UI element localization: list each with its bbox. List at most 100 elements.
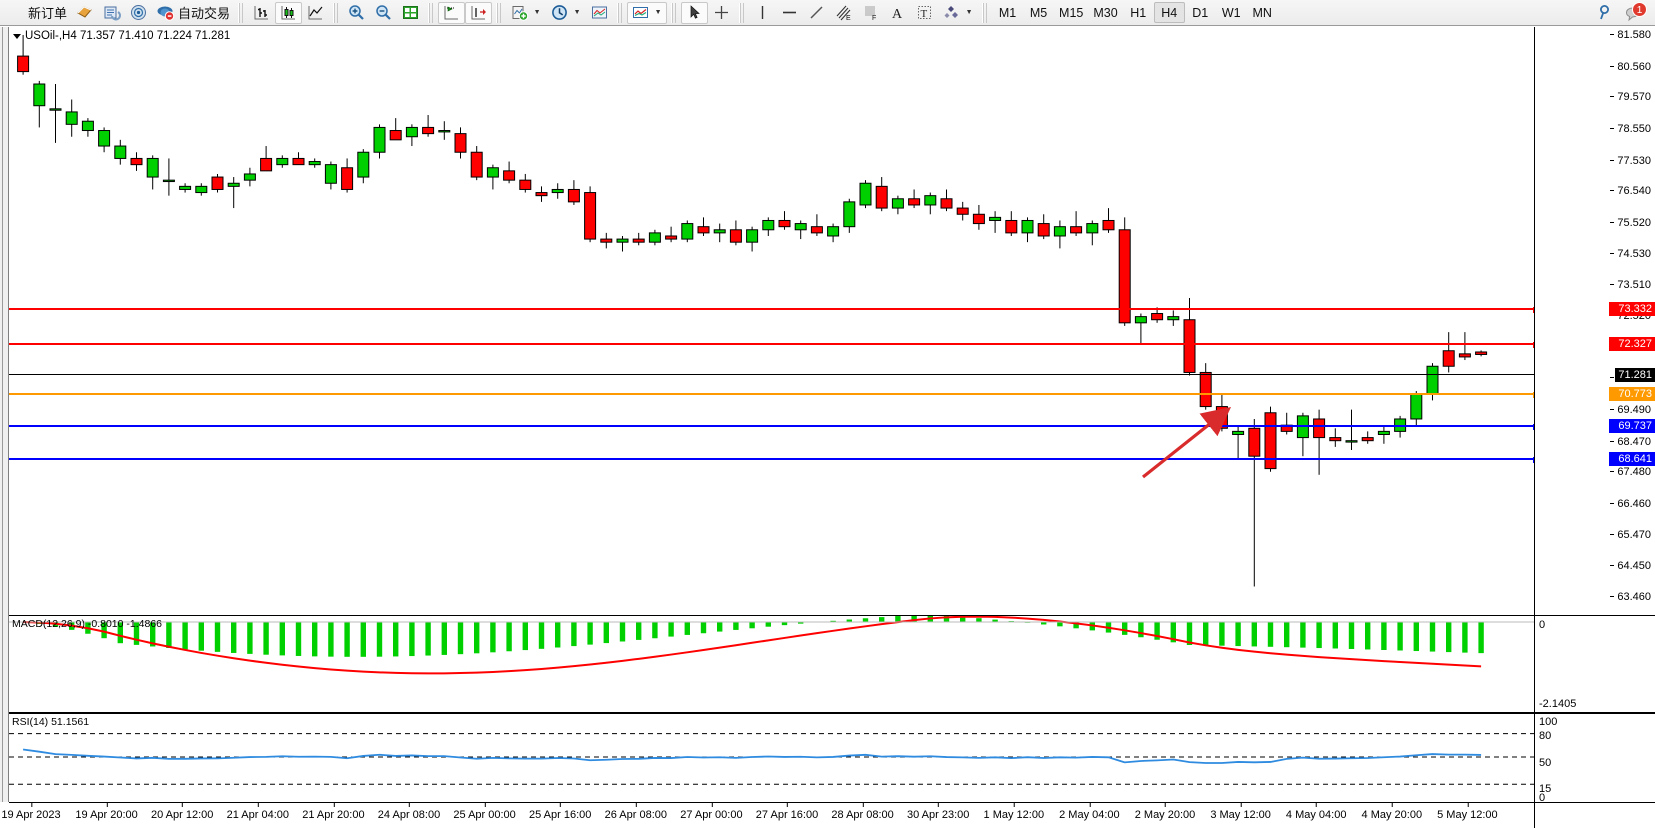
text-button[interactable]: A xyxy=(884,2,911,24)
timeframe-h4[interactable]: H4 xyxy=(1153,2,1185,23)
expert-advisors-button[interactable] xyxy=(71,2,98,24)
timeframe-m1[interactable]: M1 xyxy=(998,5,1017,20)
auto-scroll-button[interactable] xyxy=(465,1,493,24)
zoom-in-icon xyxy=(347,3,366,22)
time-axis[interactable]: 19 Apr 2023 19 Apr 20:00 20 Apr 12:00 21 Ap… xyxy=(1,802,1534,828)
line-chart-button[interactable] xyxy=(302,2,329,24)
price-tick: 81.580 xyxy=(1610,29,1651,41)
chevron-down-icon[interactable]: ▼ xyxy=(965,9,973,16)
chart-menu-icon[interactable] xyxy=(13,33,21,39)
equidistant-channel-icon: E xyxy=(834,3,853,22)
rsi-label: RSI(14) 51.1561 xyxy=(12,716,90,728)
time-tick: 4 May 04:00 xyxy=(1285,802,1347,821)
text-icon: A xyxy=(888,3,907,22)
trend-arrow-annotation[interactable] xyxy=(1129,405,1239,485)
timeframe-w1[interactable]: W1 xyxy=(1221,5,1241,20)
candlestick-series xyxy=(17,35,1488,587)
price-tick: 74.530 xyxy=(1610,247,1651,260)
price-line-resistance-1[interactable] xyxy=(9,342,1534,348)
macd-tick-min: -2.1405 xyxy=(1539,698,1577,710)
candlestick-chart-button[interactable] xyxy=(275,1,303,24)
chevron-down-icon[interactable]: ▼ xyxy=(573,9,581,16)
timeframe-m30[interactable]: M30 xyxy=(1093,5,1118,20)
data-window-icon xyxy=(102,3,121,22)
tile-windows-button[interactable] xyxy=(397,2,424,24)
timeframe-h1[interactable]: H1 xyxy=(1130,5,1147,20)
time-tick: 3 May 12:00 xyxy=(1210,802,1271,821)
chart-gutter xyxy=(0,27,9,802)
search-button[interactable] xyxy=(1593,2,1620,24)
macd-series xyxy=(9,616,1534,675)
price-line-resistance-2[interactable] xyxy=(9,307,1534,313)
shapes-button[interactable]: ▼ xyxy=(938,2,978,24)
timeframe-m15[interactable]: M15 xyxy=(1059,5,1084,20)
periods-icon xyxy=(550,3,569,22)
bar-chart-icon xyxy=(252,3,271,22)
line-anchor[interactable] xyxy=(1533,342,1534,348)
periods-button[interactable]: ▼ xyxy=(546,2,586,24)
cursor-button[interactable] xyxy=(681,1,709,24)
svg-text:F: F xyxy=(872,15,876,22)
auto-trading-button[interactable]: 自动交易 xyxy=(152,2,234,24)
zoom-out-icon xyxy=(374,3,393,22)
toolbar-separator xyxy=(428,2,435,23)
chart-window[interactable]: USOil-,H4 71.357 71.410 71.224 71.281 xyxy=(0,26,1655,828)
price-line-entry[interactable] xyxy=(9,392,1534,398)
price-line-support-2[interactable] xyxy=(9,457,1534,463)
timeframe-mn[interactable]: MN xyxy=(1252,5,1272,20)
toolbar-separator xyxy=(982,2,989,23)
rsi-tick-50: 50 xyxy=(1539,757,1552,769)
svg-text:E: E xyxy=(846,15,851,22)
price-tick: 80.560 xyxy=(1610,60,1651,73)
price-tick: 75.520 xyxy=(1610,216,1651,229)
toolbar-separator xyxy=(496,2,503,23)
chart-shift-button[interactable] xyxy=(438,1,466,24)
signals-button[interactable] xyxy=(125,2,152,24)
trendline-icon xyxy=(807,3,826,22)
time-tick: 19 Apr 20:00 xyxy=(75,802,138,821)
templates-dropdown-button[interactable]: ▼ xyxy=(627,1,668,24)
macd-axis: 0 -2.1405 xyxy=(1534,615,1655,713)
timeframe-d1[interactable]: D1 xyxy=(1192,5,1209,20)
templates-button[interactable] xyxy=(586,2,613,24)
signals-icon xyxy=(129,3,148,22)
chart-header: USOil-,H4 71.357 71.410 71.224 71.281 xyxy=(13,30,230,42)
main-toolbar: 新订单 xyxy=(0,0,1655,26)
cursor-icon xyxy=(685,3,704,22)
price-tick: 64.450 xyxy=(1610,560,1651,573)
line-anchor[interactable] xyxy=(1533,457,1534,463)
equidistant-channel-button[interactable]: E xyxy=(830,2,857,24)
line-anchor[interactable] xyxy=(1533,424,1534,430)
horizontal-line-icon xyxy=(780,3,799,22)
notification-button[interactable]: 1 xyxy=(1620,1,1647,24)
chevron-down-icon[interactable]: ▼ xyxy=(654,9,662,16)
bar-chart-button[interactable] xyxy=(248,2,275,24)
zoom-out-button[interactable] xyxy=(370,2,397,24)
text-label-button[interactable]: T xyxy=(911,2,938,24)
vertical-line-icon xyxy=(753,3,772,22)
macd-label: MACD(12,26,9) -0.8010 -1.4866 xyxy=(12,618,162,630)
price-tick: 76.540 xyxy=(1610,185,1651,198)
tile-windows-icon xyxy=(401,3,420,22)
line-anchor[interactable] xyxy=(1533,307,1534,313)
shapes-icon xyxy=(942,3,961,22)
candlestick-chart-icon xyxy=(279,3,298,22)
fibonacci-icon: F xyxy=(861,3,880,22)
indicators-button[interactable]: ▼ xyxy=(506,2,546,24)
new-order-button[interactable]: 新订单 xyxy=(2,2,71,24)
macd-indicator-pane[interactable]: MACD(12,26,9) -0.8010 -1.4866 xyxy=(9,615,1534,713)
line-anchor[interactable] xyxy=(1533,392,1534,398)
data-window-button[interactable] xyxy=(98,2,125,24)
crosshair-button[interactable] xyxy=(708,2,735,24)
horizontal-line-button[interactable] xyxy=(776,2,803,24)
time-tick: 21 Apr 04:00 xyxy=(226,802,289,821)
chevron-down-icon[interactable]: ▼ xyxy=(533,9,541,16)
vertical-line-button[interactable] xyxy=(749,2,776,24)
rsi-indicator-pane[interactable]: RSI(14) 51.1561 xyxy=(9,713,1534,802)
trendline-button[interactable] xyxy=(803,2,830,24)
price-line-support-1[interactable] xyxy=(9,424,1534,430)
timeframe-m5[interactable]: M5 xyxy=(1029,5,1048,20)
price-tick: 63.460 xyxy=(1610,591,1651,603)
fibonacci-button[interactable]: F xyxy=(857,2,884,24)
zoom-in-button[interactable] xyxy=(343,2,370,24)
